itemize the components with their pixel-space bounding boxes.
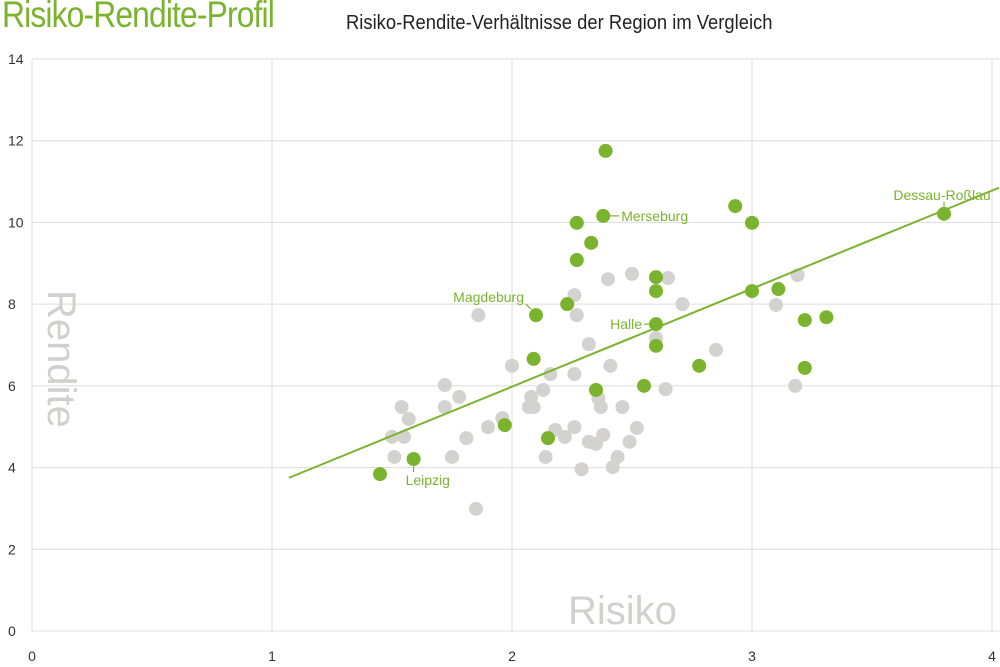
data-point bbox=[567, 367, 582, 382]
highlight-point bbox=[637, 378, 651, 393]
highlight-point bbox=[797, 313, 812, 328]
y-tick-label: 0 bbox=[8, 623, 16, 639]
data-point bbox=[437, 400, 452, 415]
highlight-point bbox=[569, 215, 584, 230]
highlight-point bbox=[589, 382, 603, 397]
highlight-point bbox=[692, 358, 707, 373]
highlight-point bbox=[373, 467, 387, 482]
y-tick-label: 14 bbox=[8, 51, 24, 67]
data-point bbox=[603, 358, 618, 373]
y-tick-label: 12 bbox=[8, 133, 24, 149]
data-point bbox=[536, 382, 551, 397]
x-tick-label: 4 bbox=[988, 648, 996, 664]
highlight-point bbox=[584, 235, 599, 250]
y-tick-label: 6 bbox=[8, 378, 16, 394]
highlight-point bbox=[541, 431, 555, 446]
data-point bbox=[661, 270, 675, 285]
data-point bbox=[526, 400, 541, 415]
highlight-point bbox=[598, 143, 613, 158]
y-tick-label: 8 bbox=[8, 296, 16, 312]
data-point bbox=[615, 400, 630, 415]
highlight-point bbox=[569, 253, 584, 268]
data-point bbox=[481, 420, 495, 435]
data-point bbox=[459, 431, 474, 446]
y-tick-label: 4 bbox=[8, 460, 16, 476]
data-points bbox=[373, 143, 951, 516]
data-point bbox=[505, 358, 519, 373]
y-tick-label: 10 bbox=[8, 214, 24, 230]
data-point bbox=[567, 420, 582, 435]
data-point bbox=[452, 389, 467, 404]
x-tick-label: 1 bbox=[268, 648, 276, 664]
annotation-label: Magdeburg bbox=[453, 289, 524, 305]
highlight-point bbox=[649, 317, 663, 332]
highlight-point bbox=[649, 284, 663, 299]
highlight-point bbox=[406, 451, 421, 466]
chart-subtitle: Risiko-Rendite-Verhältnisse der Region i… bbox=[346, 12, 773, 34]
highlight-point bbox=[649, 270, 663, 285]
x-tick-label: 2 bbox=[508, 648, 516, 664]
annotation-label: Leipzig bbox=[406, 472, 450, 488]
highlight-point bbox=[937, 206, 951, 221]
data-point bbox=[387, 449, 402, 464]
highlight-point bbox=[529, 308, 543, 323]
data-point bbox=[569, 308, 584, 323]
x-axis-label: Risiko bbox=[568, 589, 677, 633]
data-point bbox=[593, 400, 608, 415]
x-tick-label: 0 bbox=[28, 648, 36, 664]
chart-title: Risiko-Rendite-Profil bbox=[2, 0, 275, 35]
highlight-point bbox=[771, 282, 786, 297]
data-point bbox=[709, 342, 723, 357]
data-point bbox=[788, 378, 803, 393]
highlight-point bbox=[819, 310, 834, 325]
annotation-label: Merseburg bbox=[621, 208, 688, 224]
data-point bbox=[581, 337, 596, 352]
data-point bbox=[596, 427, 611, 442]
highlight-point bbox=[497, 418, 512, 433]
highlight-point bbox=[649, 338, 663, 353]
gridlines bbox=[31, 58, 1000, 632]
data-point bbox=[605, 460, 620, 475]
y-axis-label: Rendite bbox=[39, 290, 83, 428]
data-point bbox=[675, 297, 690, 312]
annotation-label: Dessau-Roßlau bbox=[893, 187, 990, 203]
data-point bbox=[622, 434, 637, 449]
annotation-leader-line bbox=[525, 303, 532, 310]
annotations: Leipzig Magdeburg Merseburg Halle Dessau-Roß… bbox=[406, 187, 991, 488]
data-point bbox=[557, 429, 572, 444]
data-point bbox=[401, 411, 416, 426]
y-tick-label: 2 bbox=[8, 541, 16, 557]
data-point bbox=[471, 308, 486, 323]
data-point bbox=[629, 420, 644, 435]
x-tick-label: 3 bbox=[748, 648, 756, 664]
data-point bbox=[625, 266, 639, 281]
data-point bbox=[658, 382, 673, 397]
highlight-point bbox=[745, 215, 759, 230]
data-point bbox=[437, 378, 452, 393]
data-point bbox=[538, 449, 553, 464]
data-point bbox=[574, 462, 589, 477]
trendline bbox=[288, 186, 1000, 479]
data-point bbox=[769, 297, 783, 312]
highlight-point bbox=[596, 208, 611, 223]
data-point bbox=[397, 429, 411, 444]
highlight-point bbox=[526, 351, 541, 366]
highlight-point bbox=[728, 199, 743, 214]
data-point bbox=[445, 449, 459, 464]
annotation-label: Halle bbox=[610, 316, 642, 332]
trendline-group bbox=[288, 186, 1000, 479]
data-point bbox=[394, 400, 409, 415]
data-point bbox=[469, 501, 483, 516]
data-point bbox=[601, 272, 615, 287]
highlight-point bbox=[797, 360, 812, 375]
highlight-point bbox=[560, 297, 575, 312]
